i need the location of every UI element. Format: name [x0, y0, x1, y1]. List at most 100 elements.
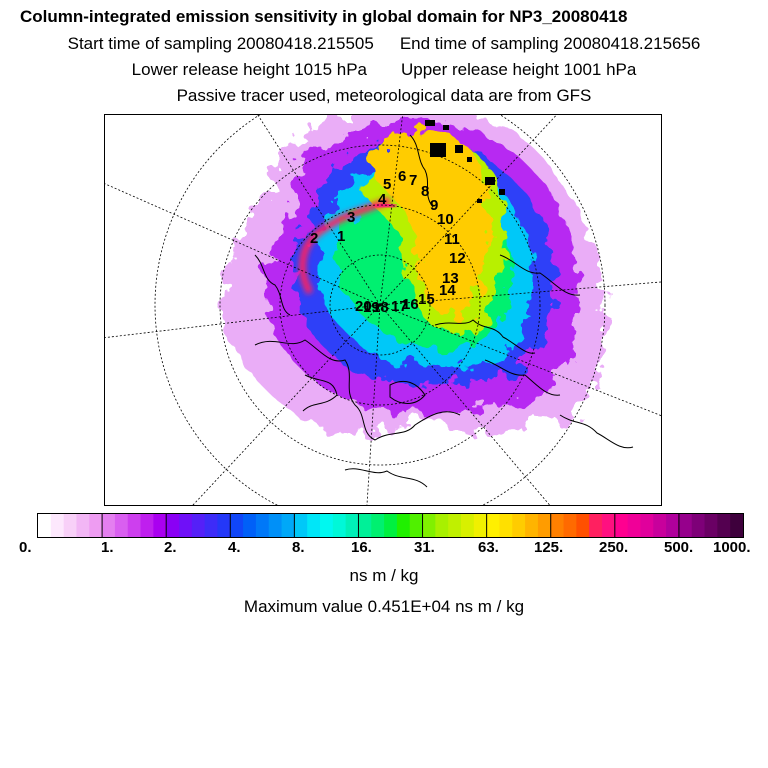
- traj-label-19: 19: [363, 299, 380, 316]
- colorbar-swatch: [179, 514, 193, 537]
- traj-label-1: 1: [337, 228, 345, 245]
- colorbar-swatch: [537, 514, 552, 537]
- colorbar-swatch: [243, 514, 257, 537]
- tick-label-8: 8.: [292, 539, 305, 556]
- tick-label-2: 2.: [164, 539, 177, 556]
- release-trajectory-band: [299, 196, 392, 295]
- traj-label-20: 20: [355, 298, 372, 315]
- colorbar-swatch: [307, 514, 321, 537]
- colorbar-swatch: [63, 514, 78, 537]
- colorbar-swatch: [127, 514, 142, 537]
- colorbar-swatch: [666, 514, 680, 537]
- upper-release-text: Upper release height 1001 hPa: [401, 60, 637, 79]
- colorbar-swatch: [550, 514, 565, 537]
- traj-label-17: 17: [391, 298, 408, 315]
- traj-label-9: 9: [430, 197, 438, 214]
- sensitivity-field: [222, 115, 606, 436]
- colorbar-swatch: [255, 514, 270, 537]
- traj-label-3: 3: [347, 209, 355, 226]
- traj-label-16: 16: [402, 296, 419, 313]
- colorbar-swatch: [140, 514, 154, 537]
- colorbar-swatch: [486, 514, 501, 537]
- colorbar-swatch: [589, 514, 603, 537]
- colorbar-swatch: [576, 514, 590, 537]
- tick-label-1000: 1000.: [713, 539, 751, 556]
- map-canvas: 1 2 3 4 5 6 7 8 9 10 11 12 13 14 15 16 1…: [105, 115, 661, 505]
- traj-label-5: 5: [383, 176, 391, 193]
- colorbar-swatch: [704, 514, 718, 537]
- colorbar-swatches: [38, 514, 744, 537]
- colorbar-swatch: [191, 514, 206, 537]
- colorbar-swatch: [320, 514, 334, 537]
- colorbar-swatch: [268, 514, 283, 537]
- colorbar-swatch: [153, 514, 167, 537]
- colorbar-swatch: [89, 514, 103, 537]
- colorbar-units: ns m / kg: [349, 566, 419, 585]
- release-heights: Lower release height 1015 hPa Upper relea…: [0, 60, 768, 80]
- colorbar-swatch: [653, 514, 667, 537]
- colorbar-swatch: [461, 514, 475, 537]
- colorbar-swatch: [166, 514, 180, 537]
- tick-label-16: 16.: [351, 539, 372, 556]
- colorbar-swatch: [332, 514, 347, 537]
- tick-label-4: 4.: [228, 539, 241, 556]
- colorbar-swatch: [512, 514, 526, 537]
- plot-title: Column-integrated emission sensitivity i…: [20, 7, 628, 26]
- colorbar-swatch: [602, 514, 616, 537]
- colorbar-swatch: [525, 514, 539, 537]
- colorbar-swatch: [102, 514, 116, 537]
- traj-label-2: 2: [310, 230, 318, 247]
- colorbar-swatch: [435, 514, 449, 537]
- colorbar-swatch: [448, 514, 462, 537]
- tick-label-0: 0.: [19, 539, 32, 556]
- traj-label-12: 12: [449, 250, 466, 267]
- sampling-times: Start time of sampling 20080418.215505 En…: [0, 34, 768, 54]
- colorbar-swatch: [691, 514, 706, 537]
- traj-label-18: 18: [372, 299, 389, 316]
- tick-label-31: 31.: [414, 539, 435, 556]
- tick-label-500: 500.: [664, 539, 694, 556]
- coastlines: [254, 134, 634, 488]
- lower-release-text: Lower release height 1015 hPa: [131, 60, 367, 79]
- tick-label-1: 1.: [101, 539, 114, 556]
- tick-label-63: 63.: [478, 539, 499, 556]
- colorbar-swatch: [473, 514, 488, 537]
- colorbar-swatch: [230, 514, 244, 537]
- colorbar-swatch: [563, 514, 577, 537]
- traj-label-14: 14: [439, 282, 456, 299]
- colorbar-swatch: [499, 514, 513, 537]
- colorbar-swatch: [294, 514, 308, 537]
- traj-label-15: 15: [418, 291, 435, 308]
- traj-label-11: 11: [444, 231, 460, 248]
- colorbar: [37, 513, 744, 538]
- colorbar-swatch: [345, 514, 360, 537]
- colorbar-swatch: [358, 514, 372, 537]
- colorbar-swatch: [114, 514, 129, 537]
- start-sampling-text: Start time of sampling 20080418.215505: [67, 34, 374, 53]
- colorbar-swatch: [217, 514, 231, 537]
- colorbar-swatch: [50, 514, 65, 537]
- colorbar-swatch: [422, 514, 436, 537]
- graticule: [105, 115, 661, 505]
- maximum-value-text: Maximum value 0.451E+04 ns m / kg: [243, 597, 525, 616]
- end-sampling-text: End time of sampling 20080418.215656: [399, 34, 701, 53]
- traj-label-13: 13: [442, 270, 459, 287]
- tick-label-125: 125.: [534, 539, 564, 556]
- traj-label-4: 4: [378, 191, 387, 208]
- colorbar-swatch: [627, 514, 642, 537]
- colorbar-swatch: [281, 514, 295, 537]
- colorbar-swatch: [384, 514, 398, 537]
- trajectory-labels: 1 2 3 4 5 6 7 8 9 10 11 12 13 14 15 16 1…: [310, 168, 466, 316]
- colorbar-swatch: [204, 514, 219, 537]
- traj-label-10: 10: [437, 211, 454, 228]
- colorbar-swatch: [396, 514, 411, 537]
- colorbar-swatch: [730, 514, 744, 537]
- colorbar-swatch: [371, 514, 385, 537]
- polar-sensitivity-map: 1 2 3 4 5 6 7 8 9 10 11 12 13 14 15 16 1…: [104, 114, 662, 506]
- traj-label-8: 8: [421, 183, 429, 200]
- colorbar-swatch: [38, 514, 52, 537]
- colorbar-swatch: [76, 514, 90, 537]
- traj-label-7: 7: [409, 172, 417, 189]
- colorbar-swatch: [717, 514, 731, 537]
- traj-label-6: 6: [398, 168, 406, 185]
